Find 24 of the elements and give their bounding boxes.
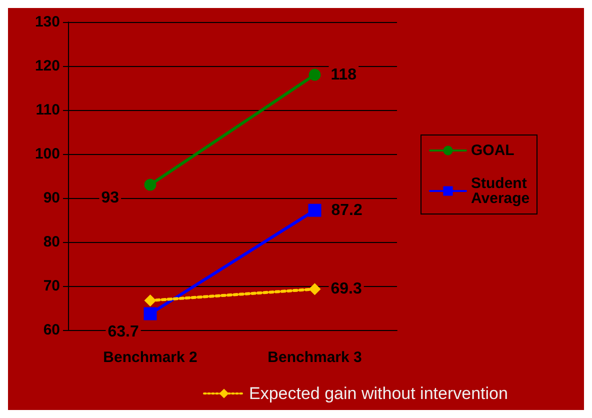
x-tick-label: Benchmark 3: [268, 349, 362, 366]
data-label: 87.2: [331, 202, 362, 219]
point: [308, 68, 321, 81]
legend-label: Expected gain without intervention: [249, 384, 508, 403]
legend-label: GOAL: [471, 142, 514, 159]
point: [144, 307, 157, 320]
data-label: 118: [330, 66, 357, 84]
y-tick-label: 120: [34, 58, 60, 74]
x-tick-label: Benchmark 2: [103, 349, 198, 366]
data-label: 69.3: [330, 280, 362, 298]
point: [144, 294, 156, 307]
y-tick-label: 130: [34, 14, 60, 30]
point: [308, 204, 322, 217]
y-tick-label: 70: [43, 278, 60, 294]
point: [144, 178, 156, 191]
y-tick-label: 110: [36, 102, 60, 118]
y-tick-label: 60: [43, 322, 60, 338]
legend-label: Student Average: [471, 175, 532, 207]
y-tick-label: 100: [34, 146, 60, 162]
data-label: 63.7: [108, 324, 139, 341]
y-tick-label: 80: [43, 234, 60, 250]
y-tick-label: 90: [43, 190, 60, 206]
point: [308, 283, 321, 296]
data-label: 93: [101, 189, 120, 206]
